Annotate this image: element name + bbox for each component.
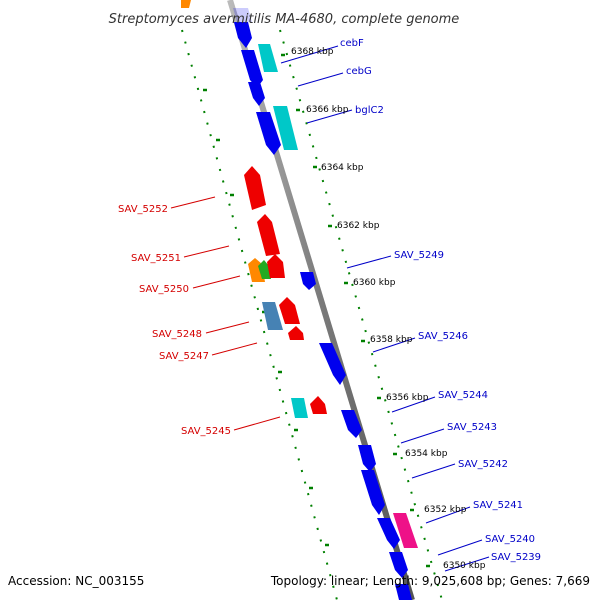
gene-label[interactable]: SAV_5247 xyxy=(159,351,209,362)
gene-label[interactable]: bglC2 xyxy=(355,105,384,116)
scale-label: 6360 kbp xyxy=(353,278,396,288)
reverse-leader-lines xyxy=(170,196,281,431)
gene-bottom-fragment[interactable] xyxy=(395,584,412,600)
scale-label: 6352 kbp xyxy=(424,505,467,515)
scale-label: 6354 kbp xyxy=(405,449,448,459)
gene-SAV_5251[interactable] xyxy=(257,214,280,256)
forward-leader-lines xyxy=(280,45,490,572)
reverse-guide-line xyxy=(181,29,338,600)
gene-label[interactable]: SAV_5241 xyxy=(473,500,523,511)
gene-label[interactable]: SAV_5243 xyxy=(447,422,497,433)
scale-label: 6368 kbp xyxy=(291,47,334,57)
topology-text: Topology: linear; Length: 9,025,608 bp; … xyxy=(270,574,590,588)
gene-SAV_5244[interactable] xyxy=(341,410,362,438)
scale-label: 6362 kbp xyxy=(337,221,380,231)
gene-fwd-1[interactable] xyxy=(234,22,252,48)
genome-title: Streptomyces avermitilis MA-4680, comple… xyxy=(109,12,460,27)
gene-fwd-2[interactable] xyxy=(248,82,265,106)
scale-label: 6364 kbp xyxy=(321,163,364,173)
gene-SAV_5252[interactable] xyxy=(244,166,266,210)
gene-SAV_5249[interactable] xyxy=(300,272,316,290)
gene-label[interactable]: SAV_5246 xyxy=(418,331,468,342)
gene-label[interactable]: SAV_5244 xyxy=(438,390,488,401)
gene-label[interactable]: SAV_5249 xyxy=(394,250,444,261)
gene-label[interactable]: SAV_5252 xyxy=(118,204,168,215)
scale-label: 6358 kbp xyxy=(370,335,413,345)
gene-SAV_5247[interactable] xyxy=(279,297,300,324)
gene-fwd-3[interactable] xyxy=(256,112,281,155)
scale-ticks xyxy=(203,53,430,568)
gene-rev-1[interactable] xyxy=(267,254,285,278)
gene-label[interactable]: SAV_5242 xyxy=(458,459,508,470)
gene-label[interactable]: SAV_5250 xyxy=(139,284,189,295)
gene-SAV_5246[interactable] xyxy=(319,343,346,385)
gene-top-fragment[interactable] xyxy=(233,8,252,22)
gene-label[interactable]: SAV_5240 xyxy=(485,534,535,545)
gene-label[interactable]: SAV_5245 xyxy=(181,426,231,437)
scale-label: 6350 kbp xyxy=(443,561,486,571)
gene-top-left-fragment[interactable] xyxy=(181,0,191,8)
gene-SAV_5241[interactable] xyxy=(393,513,418,548)
gene-label[interactable]: cebF xyxy=(340,38,364,49)
forward-guide-line xyxy=(279,29,443,600)
gene-cebG[interactable] xyxy=(241,50,263,88)
gene-cebF[interactable] xyxy=(258,44,278,72)
gene-bglC2[interactable] xyxy=(273,106,298,150)
reverse-labels: SAV_5252 SAV_5251 SAV_5250 SAV_5248 SAV_… xyxy=(118,204,231,437)
gene-label[interactable]: cebG xyxy=(346,66,372,77)
gene-SAV_5248[interactable] xyxy=(262,302,283,330)
gene-label[interactable]: SAV_5251 xyxy=(131,253,181,264)
scale-labels: 6368 kbp 6366 kbp 6364 kbp 6362 kbp 6360… xyxy=(291,47,486,571)
forward-strand-genes xyxy=(181,0,418,600)
gene-label[interactable]: SAV_5248 xyxy=(152,329,202,340)
gene-rev-3[interactable] xyxy=(310,396,327,414)
scale-label: 6356 kbp xyxy=(386,393,429,403)
gene-SAV_5239[interactable] xyxy=(389,552,408,578)
gene-label[interactable]: SAV_5239 xyxy=(491,552,541,563)
gene-SAV_5243[interactable] xyxy=(358,445,376,472)
gene-SAV_5240[interactable] xyxy=(377,518,400,549)
gene-SAV_5242[interactable] xyxy=(361,470,385,515)
scale-label: 6366 kbp xyxy=(306,105,349,115)
gene-SAV_5245[interactable] xyxy=(291,398,308,418)
reverse-strand-genes xyxy=(244,166,327,418)
accession-text: Accession: NC_003155 xyxy=(8,574,144,588)
forward-labels: cebF cebG bglC2 SAV_5249 SAV_5246 SAV_52… xyxy=(340,38,541,563)
gene-rev-2[interactable] xyxy=(288,326,304,340)
